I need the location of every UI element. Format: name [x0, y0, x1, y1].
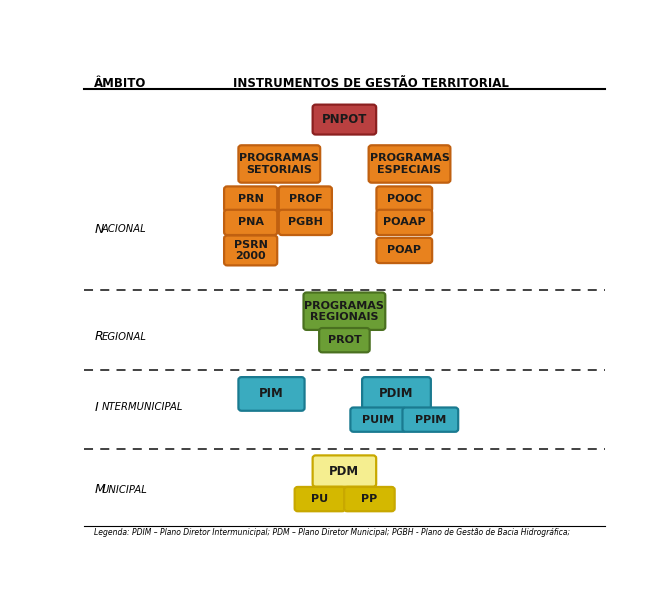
Text: PROGRAMAS
ESPECIAIS: PROGRAMAS ESPECIAIS	[370, 154, 450, 175]
FancyBboxPatch shape	[312, 104, 376, 135]
Text: Legenda: PDIM – Plano Diretor Intermunicipal; PDM – Plano Diretor Municipal; PGB: Legenda: PDIM – Plano Diretor Intermunic…	[94, 528, 571, 537]
FancyBboxPatch shape	[350, 407, 406, 432]
FancyBboxPatch shape	[319, 328, 370, 352]
FancyBboxPatch shape	[312, 455, 376, 487]
Text: POAP: POAP	[387, 245, 421, 256]
Text: ACIONAL: ACIONAL	[101, 225, 146, 234]
FancyBboxPatch shape	[224, 186, 278, 212]
Text: N: N	[94, 223, 103, 236]
Text: POAAP: POAAP	[383, 217, 425, 228]
Text: PRN: PRN	[238, 194, 263, 204]
FancyBboxPatch shape	[304, 293, 385, 330]
FancyBboxPatch shape	[279, 210, 332, 235]
FancyBboxPatch shape	[239, 145, 320, 183]
FancyBboxPatch shape	[224, 210, 278, 235]
FancyBboxPatch shape	[239, 377, 304, 411]
Text: PU: PU	[311, 494, 329, 504]
Text: NTERMUNICIPAL: NTERMUNICIPAL	[101, 402, 183, 412]
FancyBboxPatch shape	[376, 210, 432, 235]
Text: PNA: PNA	[238, 217, 263, 228]
FancyBboxPatch shape	[362, 377, 431, 411]
Text: UNICIPAL: UNICIPAL	[101, 485, 148, 495]
Text: POOC: POOC	[387, 194, 422, 204]
FancyBboxPatch shape	[376, 238, 432, 263]
Text: R: R	[94, 330, 103, 344]
Text: PROGRAMAS
SETORIAIS: PROGRAMAS SETORIAIS	[239, 154, 319, 175]
Text: PPIM: PPIM	[415, 415, 446, 425]
Text: PROGRAMAS
REGIONAIS: PROGRAMAS REGIONAIS	[304, 300, 384, 322]
Text: PIM: PIM	[259, 387, 284, 401]
FancyBboxPatch shape	[344, 487, 394, 511]
Text: PSRN
2000: PSRN 2000	[234, 240, 267, 261]
Text: PDIM: PDIM	[379, 387, 414, 401]
Text: PROT: PROT	[327, 335, 362, 345]
Text: I: I	[94, 401, 98, 413]
Text: INSTRUMENTOS DE GESTÃO TERRITORIAL: INSTRUMENTOS DE GESTÃO TERRITORIAL	[233, 76, 509, 90]
Text: PGBH: PGBH	[288, 217, 323, 228]
Text: M: M	[94, 483, 105, 497]
FancyBboxPatch shape	[279, 186, 332, 212]
FancyBboxPatch shape	[224, 236, 278, 265]
Text: EGIONAL: EGIONAL	[101, 332, 146, 342]
FancyBboxPatch shape	[403, 407, 458, 432]
FancyBboxPatch shape	[376, 186, 432, 212]
Text: ÂMBITO: ÂMBITO	[94, 76, 146, 90]
FancyBboxPatch shape	[369, 145, 450, 183]
FancyBboxPatch shape	[294, 487, 345, 511]
Text: PP: PP	[362, 494, 378, 504]
Text: PNPOT: PNPOT	[322, 113, 367, 126]
Text: PDM: PDM	[329, 464, 360, 478]
Text: PUIM: PUIM	[362, 415, 394, 425]
Text: PROF: PROF	[288, 194, 322, 204]
